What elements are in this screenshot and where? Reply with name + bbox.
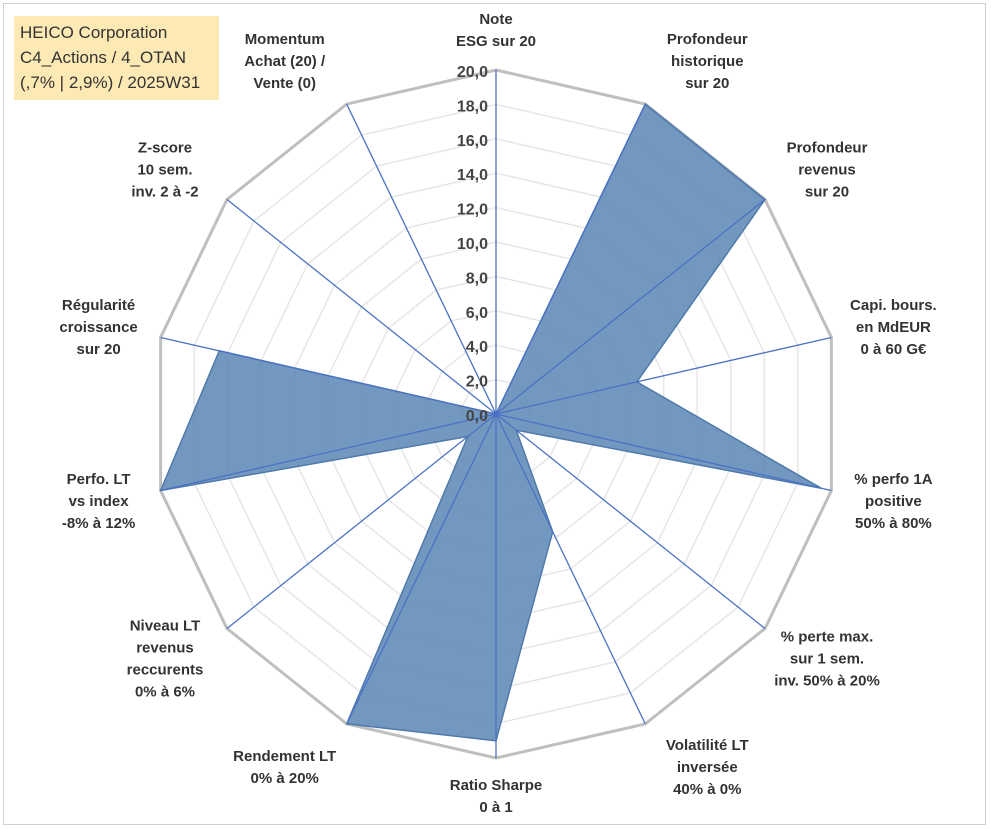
tick-label: 14,0 bbox=[457, 167, 488, 184]
axis-label-line: historique bbox=[671, 53, 744, 70]
axis-label-line: revenus bbox=[798, 162, 856, 179]
axis-label-line: 0% à 20% bbox=[251, 770, 319, 787]
axis-spoke-4 bbox=[495, 413, 832, 492]
axis-label-line: Note bbox=[479, 11, 512, 28]
axis-label-line: 50% à 80% bbox=[855, 515, 932, 532]
axis-label-line: vs index bbox=[69, 493, 130, 510]
tick-label: 10,0 bbox=[457, 236, 488, 253]
axis-label-line: positive bbox=[865, 493, 922, 510]
axis-label-line: % perte max. bbox=[781, 628, 874, 645]
axis-label-line: inv. 50% à 20% bbox=[774, 672, 880, 689]
series-layer bbox=[159, 102, 822, 742]
axis-label-line: Capi. bours. bbox=[850, 297, 937, 314]
axis-label-4: % perfo 1A positive 50% à 80% bbox=[854, 471, 933, 532]
axis-label-9: Niveau LT revenus reccurents 0% à 6% bbox=[127, 617, 204, 700]
axis-label-line: 10 sem. bbox=[137, 162, 192, 179]
axis-label-line: inv. 2 à -2 bbox=[131, 184, 198, 201]
tick-label: 8,0 bbox=[466, 270, 488, 287]
axis-spoke-13 bbox=[346, 103, 497, 415]
axis-label-line: Vente (0) bbox=[253, 75, 316, 92]
axis-label-0: Note ESG sur 20 bbox=[456, 11, 536, 50]
axis-label-6: Volatilité LT inversée 40% à 0% bbox=[666, 737, 749, 798]
axis-spoke-10 bbox=[160, 413, 497, 492]
axis-label-line: sur 1 sem. bbox=[790, 650, 864, 667]
axis-label-line: sur 20 bbox=[685, 75, 729, 92]
axis-label-line: sur 20 bbox=[805, 184, 849, 201]
axis-label-line: Volatilité LT bbox=[666, 737, 749, 754]
axis-label-line: Perfo. LT bbox=[67, 471, 131, 488]
title-line-company: HEICO Corporation bbox=[20, 23, 168, 42]
axis-spoke-9 bbox=[226, 413, 497, 630]
axis-labels: Note ESG sur 20 Profondeur historique sur 20… bbox=[59, 11, 936, 816]
axis-spoke-8 bbox=[346, 413, 497, 725]
series-area bbox=[159, 102, 822, 742]
axis-label-line: 0 à 60 G€ bbox=[860, 341, 927, 358]
tick-label: 16,0 bbox=[457, 133, 488, 150]
axis-spoke-3 bbox=[495, 336, 832, 415]
axis-label-2: Profondeur revenus sur 20 bbox=[787, 140, 868, 201]
axis-label-line: reccurents bbox=[127, 661, 204, 678]
axis-label-line: 0% à 6% bbox=[135, 683, 195, 700]
axis-label-1: Profondeur historique sur 20 bbox=[667, 31, 748, 92]
tick-label: 20,0 bbox=[457, 64, 488, 81]
axis-label-line: en MdEUR bbox=[856, 319, 931, 336]
axis-label-line: 40% à 0% bbox=[673, 781, 741, 798]
axis-label-5: % perte max. sur 1 sem. inv. 50% à 20% bbox=[774, 628, 880, 689]
tick-label: 2,0 bbox=[466, 374, 488, 391]
tick-label: 18,0 bbox=[457, 98, 488, 115]
chart-title-box: HEICO Corporation C4_Actions / 4_OTAN (,… bbox=[14, 16, 219, 100]
axis-spoke-11 bbox=[160, 336, 497, 415]
axis-label-10: Perfo. LT vs index -8% à 12% bbox=[62, 471, 135, 532]
tick-labels: 0,0 2,0 4,0 6,0 8,0 10,0 12,0 14,0 16,0 18,0 20,0 bbox=[457, 64, 488, 425]
axis-label-line: Régularité bbox=[62, 297, 135, 314]
axis-label-line: croissance bbox=[59, 319, 137, 336]
tick-label: 4,0 bbox=[466, 339, 488, 356]
axis-label-line: sur 20 bbox=[76, 341, 120, 358]
tick-label: 0,0 bbox=[466, 408, 488, 425]
tick-label: 6,0 bbox=[466, 305, 488, 322]
axis-label-line: Momentum bbox=[245, 31, 325, 48]
axis-spoke-2 bbox=[495, 198, 766, 415]
axis-label-line: Ratio Sharpe bbox=[450, 777, 543, 794]
axis-label-line: Profondeur bbox=[667, 31, 748, 48]
axis-spoke-6 bbox=[495, 413, 646, 725]
axis-spoke-12 bbox=[226, 198, 497, 415]
axis-label-line: Rendement LT bbox=[233, 748, 336, 765]
radar-chart: 0,02,04,06,08,010,012,014,016,018,020,0 … bbox=[59, 11, 936, 816]
axis-label-line: revenus bbox=[136, 639, 194, 656]
chart-frame: 0,0 2,0 4,0 6,0 8,0 10,0 12,0 14,0 16,0 18,0 20,0 … bbox=[3, 3, 986, 825]
axis-spoke-5 bbox=[495, 413, 766, 630]
axis-label-11: Régularité croissance sur 20 bbox=[59, 297, 137, 358]
axis-label-7: Ratio Sharpe 0 à 1 bbox=[450, 777, 543, 816]
axis-label-line: ESG sur 20 bbox=[456, 33, 536, 50]
axis-label-line: -8% à 12% bbox=[62, 515, 135, 532]
axis-spokes bbox=[160, 70, 832, 758]
tick-label: 12,0 bbox=[457, 202, 488, 219]
axis-label-line: Z-score bbox=[138, 140, 192, 157]
axis-label-line: Profondeur bbox=[787, 140, 868, 157]
title-line-category: C4_Actions / 4_OTAN bbox=[20, 48, 186, 67]
axis-label-line: inversée bbox=[677, 759, 738, 776]
title-line-period: (,7% | 2,9%) / 2025W31 bbox=[20, 73, 201, 92]
axis-label-line: Niveau LT bbox=[130, 617, 201, 634]
axis-label-12: Z-score 10 sem. inv. 2 à -2 bbox=[131, 140, 198, 201]
axis-label-13: Momentum Achat (20) / Vente (0) bbox=[244, 31, 326, 92]
axis-label-3: Capi. bours. en MdEUR 0 à 60 G€ bbox=[850, 297, 937, 358]
axis-label-line: % perfo 1A bbox=[854, 471, 933, 488]
axis-label-line: 0 à 1 bbox=[479, 799, 512, 816]
axis-label-8: Rendement LT 0% à 20% bbox=[233, 748, 336, 787]
axis-spoke-1 bbox=[495, 103, 646, 415]
axis-label-line: Achat (20) / bbox=[244, 53, 326, 70]
